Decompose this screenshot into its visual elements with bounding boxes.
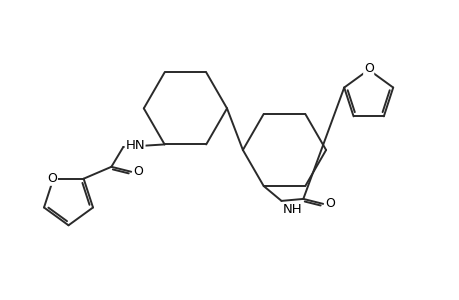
Text: O: O: [133, 165, 143, 178]
Text: O: O: [363, 62, 373, 75]
Text: O: O: [325, 197, 334, 210]
Text: HN: HN: [125, 139, 145, 152]
Text: NH: NH: [282, 203, 302, 216]
Text: O: O: [47, 172, 57, 185]
